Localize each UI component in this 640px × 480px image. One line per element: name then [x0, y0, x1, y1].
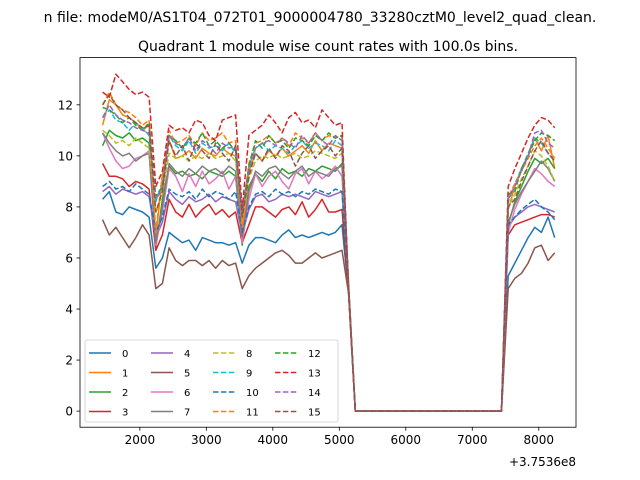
legend-label-5: 5: [184, 369, 190, 380]
x-offset-text: +3.7536e8: [509, 455, 576, 469]
legend-label-0: 0: [122, 349, 128, 360]
series-line-8: [102, 129, 556, 412]
chart-title: Quadrant 1 module wise count rates with …: [138, 39, 518, 55]
x-tick-label: 8000: [523, 433, 554, 447]
y-tick-label: 6: [65, 251, 73, 265]
y-tick-label: 12: [58, 98, 73, 112]
plot-frame: [79, 57, 577, 428]
legend-label-9: 9: [246, 369, 252, 380]
legend-label-11: 11: [246, 408, 259, 419]
x-tick-label: 6000: [391, 433, 422, 447]
y-tick-label: 2: [65, 354, 73, 368]
x-tick-label: 2000: [125, 433, 156, 447]
legend-label-6: 6: [184, 388, 190, 399]
legend-label-15: 15: [308, 408, 321, 419]
y-tick-label: 0: [65, 405, 73, 419]
legend-label-13: 13: [308, 369, 321, 380]
legend-label-2: 2: [122, 388, 128, 399]
figure-suptitle: n file: modeM0/AS1T04_072T01_9000004780_…: [44, 10, 597, 26]
legend-label-1: 1: [122, 369, 128, 380]
y-tick-label: 10: [58, 149, 73, 163]
legend-label-4: 4: [184, 349, 190, 360]
x-tick-label: 4000: [258, 433, 289, 447]
legend-label-10: 10: [246, 388, 259, 399]
legend-label-3: 3: [122, 408, 128, 419]
y-tick-label: 4: [65, 303, 73, 317]
x-tick-label: 5000: [324, 433, 355, 447]
legend-label-12: 12: [308, 349, 321, 360]
y-tick-label: 8: [65, 200, 73, 214]
x-axis: 2000 3000 4000 5000 6000 7000 8000: [125, 427, 554, 447]
series-line-10: [102, 180, 556, 412]
x-tick-label: 7000: [457, 433, 488, 447]
y-axis: 0 2 4 6 8 10 12: [58, 98, 80, 419]
series-line-12: [102, 106, 556, 412]
legend-label-14: 14: [308, 388, 321, 399]
legend-frame: [84, 339, 339, 423]
legend-label-8: 8: [246, 349, 252, 360]
legend-label-7: 7: [184, 408, 190, 419]
plot-lines: [101, 73, 556, 412]
series-line-11: [101, 91, 556, 412]
series-line-15: [101, 93, 556, 412]
x-tick-label: 3000: [191, 433, 222, 447]
